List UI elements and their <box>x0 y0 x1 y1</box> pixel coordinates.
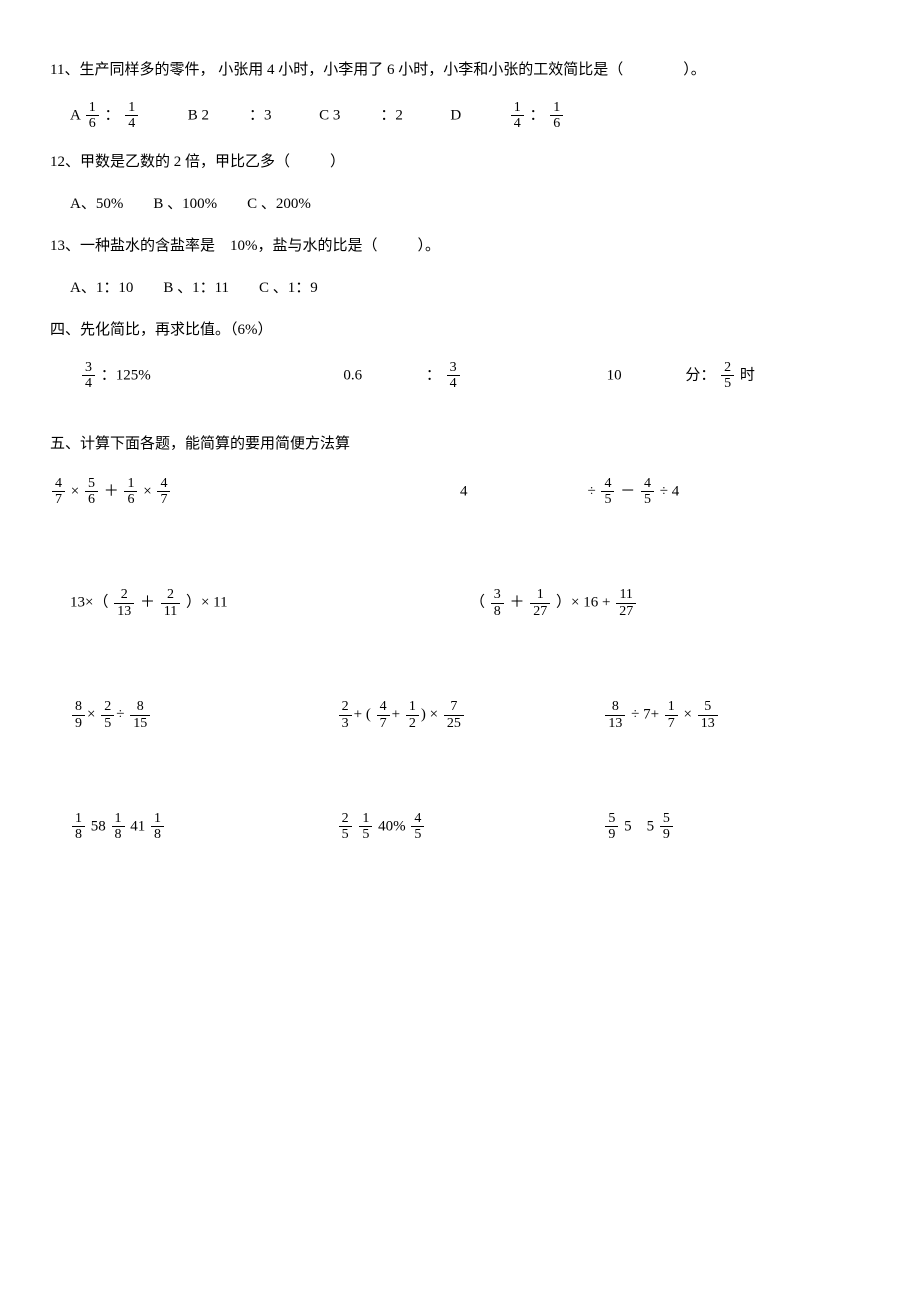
sec5-r3b: 23+ ( 47+ 12) × 725 <box>337 699 604 731</box>
section-4-title: 四、先化简比，再求比值。（6%） <box>50 318 870 342</box>
sec5-r4c: 59 5 5 59 <box>603 811 870 843</box>
q13-tail: ）。 <box>418 238 441 254</box>
sec5-r4a: 18 58 18 41 18 <box>50 811 337 843</box>
sec4-expr1: 34 ：125% <box>80 360 343 392</box>
sec5-r3a: 89× 25÷ 815 <box>50 699 337 731</box>
sec5-row4: 18 58 18 41 18 25 15 40% 45 59 5 5 59 <box>50 811 870 843</box>
q11-tail: ）。 <box>683 62 706 78</box>
q11-A-label: A <box>70 107 80 123</box>
q11-D-frac1: 14 <box>511 100 524 132</box>
sec4-expr3: 10 分： 25 时 <box>607 360 870 392</box>
question-13: 13、一种盐水的含盐率是 10%，盐与水的比是（ ）。 <box>50 234 870 258</box>
sec5-r2b: （ 38 ＋ 127 ）× 16 + 1127 <box>470 587 870 619</box>
q11-A-colon: ： <box>105 107 120 123</box>
q11-text: 11、生产同样多的零件， 小张用 4 小时，小李用了 6 小时，小李和小张的工效… <box>50 62 623 78</box>
q11-A-frac2: 14 <box>125 100 138 132</box>
q11-B-label: B 2 <box>188 107 209 123</box>
sec5-row2: 13×（ 213 ＋ 211 ）× 11 （ 38 ＋ 127 ）× 16 + … <box>50 587 870 619</box>
q12-tail: ） <box>330 154 345 170</box>
question-12: 12、甲数是乙数的 2 倍，甲比乙多（ ） <box>50 150 870 174</box>
q13-opts: A、1：10 B 、1：11 C 、1：9 <box>70 280 318 296</box>
sec5-r3c: 813 ÷ 7+ 17 × 513 <box>603 699 870 731</box>
q12-options: A、50% B 、100% C 、200% <box>50 192 870 216</box>
sec5-r1a: 47 × 56 ＋ 16 × 47 <box>50 476 460 508</box>
sec4-expr2: 0.6 ： 34 <box>343 360 606 392</box>
sec5-row1: 47 × 56 ＋ 16 × 47 4÷ 45 － 45 ÷ 4 <box>50 476 870 508</box>
sec5-r1b: 4÷ 45 － 45 ÷ 4 <box>460 476 870 508</box>
sec5-row3: 89× 25÷ 815 23+ ( 47+ 12) × 725 813 ÷ 7+… <box>50 699 870 731</box>
sec5-r2a: 13×（ 213 ＋ 211 ）× 11 <box>50 587 470 619</box>
sec5-r4b: 25 15 40% 45 <box>337 811 604 843</box>
q11-D-frac2: 16 <box>550 100 563 132</box>
q11-D-label: D <box>450 107 461 123</box>
question-11: 11、生产同样多的零件， 小张用 4 小时，小李用了 6 小时，小李和小张的工效… <box>50 58 870 82</box>
q12-text: 12、甲数是乙数的 2 倍，甲比乙多（ <box>50 154 290 170</box>
q11-A-frac1: 16 <box>86 100 99 132</box>
q11-D-colon: ： <box>529 107 544 123</box>
q11-B-rest: ：3 <box>249 107 272 123</box>
q13-text: 13、一种盐水的含盐率是 10%，盐与水的比是（ <box>50 238 378 254</box>
q11-C-rest: ：2 <box>380 107 403 123</box>
section-5-title: 五、计算下面各题，能简算的要用简便方法算 <box>50 432 870 456</box>
q11-options: A 16 ： 14 B 2 ：3 C 3 ：2 D 14 ： 16 <box>50 100 870 132</box>
q12-opts: A、50% B 、100% C 、200% <box>70 196 311 212</box>
q11-C-label: C 3 <box>319 107 340 123</box>
q13-options: A、1：10 B 、1：11 C 、1：9 <box>50 276 870 300</box>
section-4-expressions: 34 ：125% 0.6 ： 34 10 分： 25 时 <box>50 360 870 392</box>
